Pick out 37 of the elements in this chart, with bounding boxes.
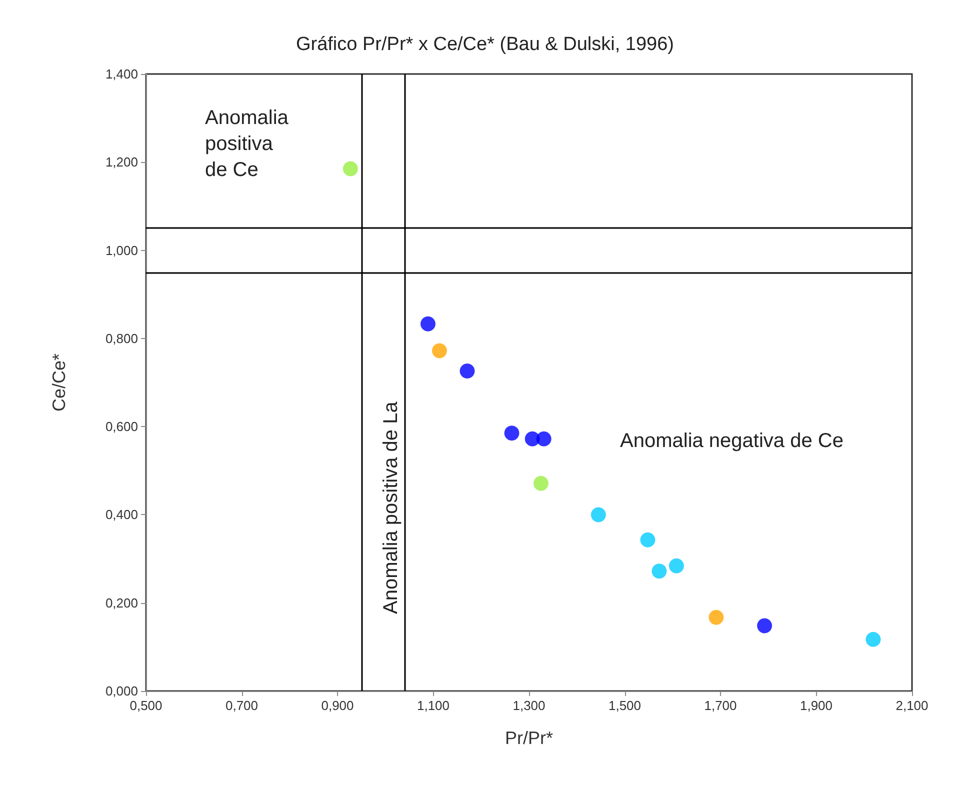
y-tick-label: 0,200 bbox=[105, 595, 138, 610]
point bbox=[668, 558, 684, 574]
y-tick-label: 1,000 bbox=[105, 242, 138, 258]
x-tick-label: 0,500 bbox=[130, 698, 162, 713]
x-tick-label: 1,500 bbox=[608, 698, 642, 713]
point bbox=[342, 161, 358, 176]
y-tick-label: 0,800 bbox=[105, 330, 138, 346]
x-tick-label: 0,900 bbox=[321, 698, 354, 713]
x-tick-label: 2,100 bbox=[896, 698, 928, 713]
y-tick-label: 1,400 bbox=[105, 66, 138, 82]
point bbox=[432, 343, 447, 358]
annotation: Anomalia positiva de La bbox=[380, 400, 402, 614]
point bbox=[504, 426, 520, 441]
x-tick-label: 1,100 bbox=[416, 698, 450, 713]
y-axis-title: Ce/Ce* bbox=[49, 353, 69, 412]
point bbox=[460, 364, 475, 379]
x-tick-label: 0,700 bbox=[225, 698, 258, 713]
point bbox=[420, 316, 436, 332]
x-axis-title: Pr/Pr* bbox=[504, 728, 554, 748]
x-tick-label: 1,900 bbox=[800, 698, 833, 713]
x-tick-label: 1,700 bbox=[704, 698, 737, 713]
annotation: Anomalia negativa de Ce bbox=[620, 430, 844, 452]
y-tick-label: 0,000 bbox=[105, 684, 138, 698]
y-tick-label: 1,200 bbox=[105, 154, 138, 170]
point bbox=[757, 618, 772, 634]
y-tick-label: 0,600 bbox=[105, 419, 138, 434]
annotation: Anomalia positiva de Ce bbox=[205, 107, 290, 181]
y-tick-label: 0,400 bbox=[105, 507, 138, 522]
point bbox=[640, 532, 656, 548]
chart-title: Gráfico Pr/Pr* x Ce/Ce* (Bau & Dulski, 1996) bbox=[296, 34, 674, 55]
point bbox=[533, 476, 548, 491]
point bbox=[708, 610, 724, 625]
point bbox=[536, 431, 552, 446]
x-tick-label: 1,300 bbox=[512, 698, 546, 713]
point bbox=[652, 564, 667, 579]
point bbox=[866, 632, 881, 647]
point bbox=[590, 507, 606, 522]
